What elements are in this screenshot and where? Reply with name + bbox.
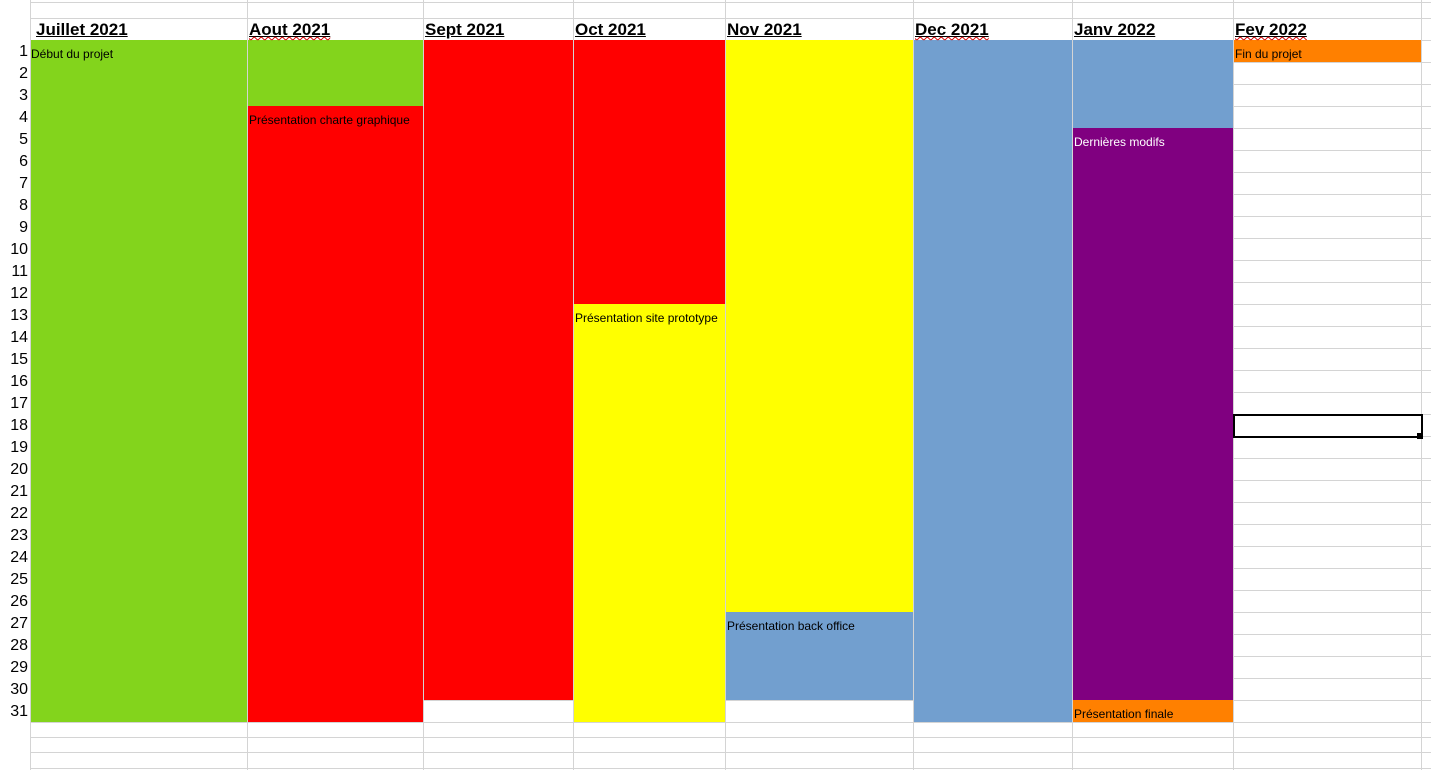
row-number[interactable]: 29	[10, 659, 28, 676]
phase-charte-aout[interactable]	[247, 106, 423, 722]
row-number[interactable]: 18	[10, 417, 28, 434]
label-dernieres-modifs: Dernières modifs	[1074, 135, 1165, 149]
phase-backoffice-nov[interactable]	[725, 612, 913, 700]
row-number[interactable]: 19	[10, 439, 28, 456]
row-divider	[30, 752, 1431, 753]
phase-charte-sept[interactable]	[423, 40, 573, 700]
row-number[interactable]: 24	[10, 549, 28, 566]
month-header-janv[interactable]: Janv 2022	[1074, 20, 1156, 39]
col-divider	[30, 0, 31, 770]
month-header-fev[interactable]: Fev 2022	[1232, 18, 1307, 40]
month-header-fev-text: Fev 2022	[1235, 20, 1307, 39]
row-number[interactable]: 10	[10, 241, 28, 258]
row-divider	[30, 768, 1431, 769]
row-divider	[30, 737, 1431, 738]
month-header-dec-text: Dec 2021	[915, 20, 989, 39]
row-number[interactable]: 13	[10, 307, 28, 324]
phase-finale-janv[interactable]	[1072, 700, 1233, 722]
row-number[interactable]: 4	[19, 109, 28, 126]
row-number[interactable]: 28	[10, 637, 28, 654]
col-divider	[247, 0, 248, 770]
row-number[interactable]: 14	[10, 329, 28, 346]
col-divider	[913, 0, 914, 770]
col-divider	[1072, 0, 1073, 770]
row-divider	[30, 700, 1431, 701]
col-divider	[1421, 0, 1422, 770]
col-divider	[1233, 0, 1234, 770]
row-number[interactable]: 21	[10, 483, 28, 500]
row-number[interactable]: 26	[10, 593, 28, 610]
row-number[interactable]: 6	[19, 153, 28, 170]
row-divider	[30, 722, 1431, 723]
label-fin-projet: Fin du projet	[1235, 47, 1302, 61]
row-number[interactable]: 2	[19, 65, 28, 82]
row-number[interactable]: 5	[19, 131, 28, 148]
phase-prototype-oct[interactable]	[573, 304, 725, 722]
row-number[interactable]: 1	[19, 43, 28, 60]
label-site-prototype: Présentation site prototype	[575, 311, 718, 325]
label-back-office: Présentation back office	[727, 619, 855, 633]
month-header-aout-text: Aout 2021	[249, 20, 331, 39]
phase-modifs-janv[interactable]	[1072, 128, 1233, 700]
month-header-dec[interactable]: Dec 2021	[912, 18, 989, 40]
label-debut-projet: Début du projet	[31, 47, 114, 61]
row-number[interactable]: 15	[10, 351, 28, 368]
row-number-column	[0, 0, 30, 770]
row-number[interactable]: 27	[10, 615, 28, 632]
row-number[interactable]: 9	[19, 219, 28, 236]
phase-debut-juillet[interactable]	[30, 40, 247, 722]
row-number[interactable]: 8	[19, 197, 28, 214]
row-number[interactable]: 11	[11, 263, 28, 280]
phase-fin-fev[interactable]	[1233, 40, 1421, 62]
month-header-oct[interactable]: Oct 2021	[575, 20, 646, 39]
row-number[interactable]: 17	[10, 395, 28, 412]
selected-cell[interactable]	[1233, 414, 1423, 438]
row-number[interactable]: 22	[10, 505, 28, 522]
phase-charte-oct[interactable]	[573, 40, 725, 304]
row-number[interactable]: 12	[10, 285, 28, 302]
row-number[interactable]: 20	[10, 461, 28, 478]
fill-handle[interactable]	[1417, 433, 1423, 439]
phase-backoffice-dec[interactable]	[913, 40, 1072, 722]
month-header-juillet[interactable]: Juillet 2021	[36, 20, 128, 39]
month-header-aout[interactable]: Aout 2021	[246, 18, 330, 40]
row-number[interactable]: 7	[19, 175, 28, 192]
row-number[interactable]: 3	[19, 87, 28, 104]
col-divider	[423, 0, 424, 770]
row-divider	[30, 2, 1431, 3]
month-header-sept[interactable]: Sept 2021	[425, 20, 505, 39]
col-divider	[725, 0, 726, 770]
col-divider	[573, 0, 574, 770]
phase-backoffice-janv[interactable]	[1072, 40, 1233, 128]
phase-prototype-nov[interactable]	[725, 40, 913, 612]
row-number[interactable]: 23	[10, 527, 28, 544]
row-number[interactable]: 25	[10, 571, 28, 588]
row-number[interactable]: 31	[10, 703, 28, 720]
label-presentation-finale: Présentation finale	[1074, 707, 1174, 721]
row-number[interactable]: 30	[10, 681, 28, 698]
row-number[interactable]: 16	[10, 373, 28, 390]
month-header-nov[interactable]: Nov 2021	[727, 20, 802, 39]
row-divider	[30, 18, 1431, 19]
phase-debut-aout[interactable]	[247, 40, 423, 106]
label-charte-graphique: Présentation charte graphique	[249, 113, 410, 127]
